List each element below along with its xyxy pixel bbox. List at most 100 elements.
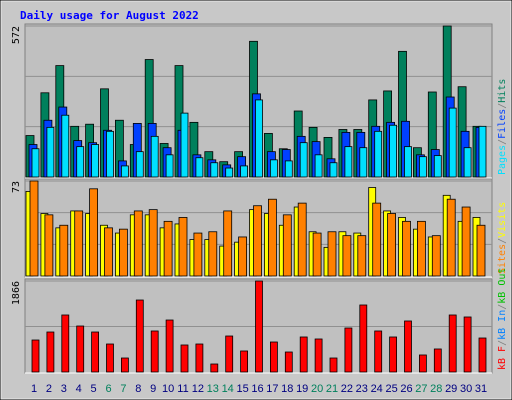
bar [238, 236, 248, 277]
legend-entry: Visits [497, 202, 508, 238]
bar [31, 339, 40, 373]
legend: kB F/kB In/kB Out [497, 268, 508, 370]
bar [299, 142, 308, 178]
bar [165, 154, 174, 178]
x-tick-label: 17 [266, 383, 278, 395]
bar [193, 232, 203, 277]
legend-separator: / [497, 340, 508, 346]
bar [282, 214, 292, 277]
bar [178, 217, 188, 277]
bar [225, 167, 234, 178]
x-tick-label: 20 [311, 383, 323, 395]
x-tick-label: 26 [400, 383, 412, 395]
bar [359, 304, 368, 373]
y-max-label: 1866 [11, 281, 22, 305]
x-tick-label: 5 [91, 383, 97, 395]
bar [91, 144, 99, 178]
bar [314, 338, 323, 373]
bar [476, 224, 486, 277]
bar [357, 235, 367, 277]
bar [374, 330, 383, 373]
bar [389, 124, 398, 178]
x-tick-label: 1 [31, 383, 37, 395]
bar [418, 156, 427, 178]
x-tick-label: 3 [61, 383, 67, 395]
x-tick-label: 2 [46, 383, 52, 395]
bar [195, 157, 204, 178]
bar [284, 351, 293, 373]
bar [344, 146, 353, 178]
bar [374, 130, 383, 178]
bar [163, 220, 173, 277]
bar [433, 348, 442, 373]
bar [255, 99, 263, 178]
bar [299, 336, 308, 373]
bar [133, 210, 143, 277]
bar [29, 180, 39, 277]
x-tick-label: 14 [222, 383, 234, 395]
bar [208, 231, 218, 277]
x-tick-label: 13 [207, 383, 219, 395]
x-tick-label: 6 [105, 383, 111, 395]
x-tick-label: 25 [385, 383, 397, 395]
bar [74, 210, 84, 277]
bar [148, 209, 158, 277]
bar [416, 220, 426, 277]
legend-separator: / [497, 238, 508, 244]
x-tick-label: 21 [326, 383, 338, 395]
bar [267, 198, 277, 277]
bar [61, 314, 70, 373]
bar [404, 320, 412, 373]
legend-entry: kB In [497, 310, 508, 340]
bar [431, 235, 441, 277]
legend-entry: Files [497, 109, 508, 139]
bar [180, 112, 189, 178]
x-tick-label: 8 [135, 383, 141, 395]
legend-entry: Hits [497, 79, 508, 103]
bar [150, 330, 159, 373]
bar [372, 202, 382, 277]
x-tick-label: 29 [445, 383, 457, 395]
bar [329, 357, 338, 373]
x-tick-label: 30 [460, 383, 472, 395]
x-tick-label: 7 [120, 383, 126, 395]
bar [104, 227, 113, 277]
x-tick-label: 28 [430, 383, 442, 395]
bar [180, 344, 189, 373]
bar [119, 228, 128, 277]
bar [46, 126, 55, 178]
bar [463, 316, 472, 373]
bar [46, 331, 55, 373]
legend: Sites/Visits [497, 202, 508, 274]
bar [135, 299, 144, 373]
bar [448, 314, 457, 373]
legend-entry: kB F [497, 346, 508, 370]
bar [478, 125, 487, 178]
legend-entry: Pages [497, 145, 508, 175]
bar [269, 341, 278, 373]
bar [210, 363, 219, 373]
bar [342, 235, 352, 277]
bar [121, 357, 129, 373]
chart-title: Daily usage for August 2022 [20, 9, 199, 22]
bar [106, 130, 114, 178]
bar [135, 151, 144, 178]
bar [240, 165, 249, 178]
bar [195, 343, 204, 373]
x-tick-label: 18 [281, 383, 293, 395]
x-tick-label: 22 [341, 383, 353, 395]
x-tick-label: 31 [475, 383, 487, 395]
x-tick-label: 10 [162, 383, 174, 395]
x-tick-label: 23 [356, 383, 368, 395]
bar [31, 148, 40, 178]
bar [76, 325, 85, 373]
x-tick-label: 4 [76, 383, 82, 395]
bar [404, 146, 412, 178]
bar [418, 354, 427, 373]
bar [240, 350, 249, 373]
bar [121, 165, 129, 178]
bar [478, 337, 487, 373]
bar [76, 146, 85, 178]
bar [329, 162, 338, 178]
